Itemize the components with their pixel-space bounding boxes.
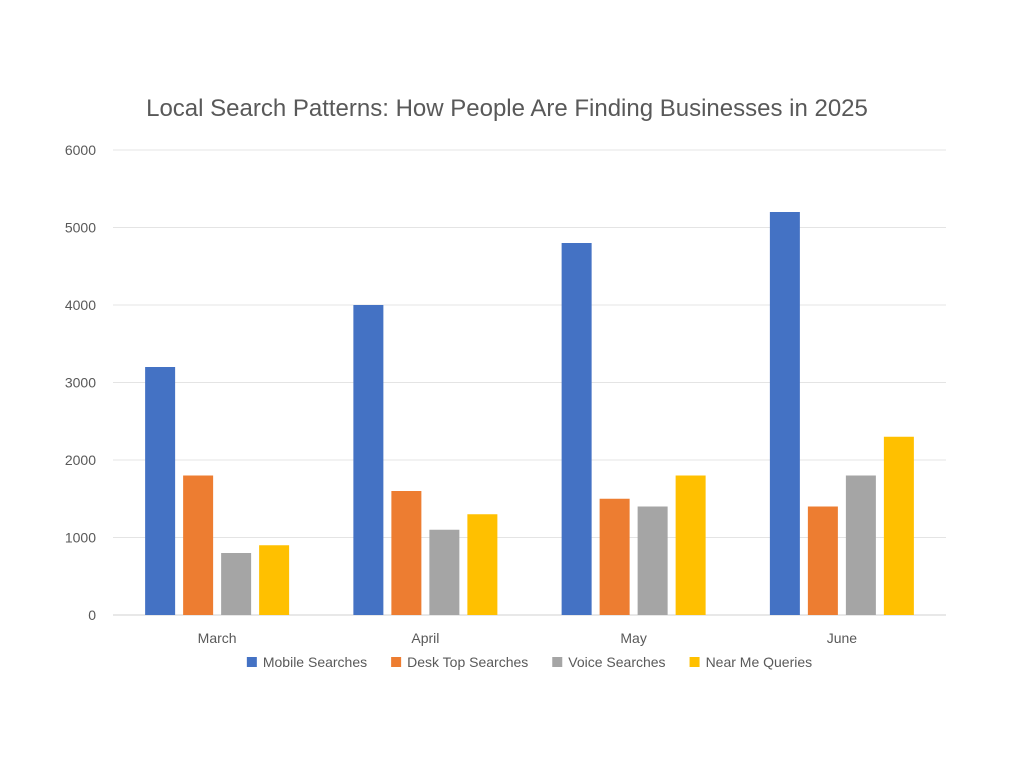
legend-label: Voice Searches [568,654,665,670]
bar-voice-searches-march [221,553,252,615]
legend-item: Voice Searches [552,654,666,670]
bar-mobile-searches-june [769,212,800,615]
y-tick-label: 6000 [65,142,96,158]
y-tick-label: 5000 [65,220,96,236]
x-tick-label: April [411,630,439,646]
legend-item: Near Me Queries [689,654,813,670]
legend-label: Mobile Searches [263,654,367,670]
legend-swatch [391,657,402,667]
x-tick-label: May [620,630,646,646]
legend-item: Desk Top Searches [391,654,528,670]
x-axis-ticks: March April May June [198,630,858,646]
legend-swatch [689,657,700,667]
bar-near-me-queries-june [883,436,914,615]
y-tick-label: 2000 [65,452,96,468]
y-tick-label: 1000 [65,530,96,546]
y-axis-ticks: 0 1000 2000 3000 4000 5000 6000 [65,142,96,623]
bars [145,212,914,615]
bar-mobile-searches-may [561,243,592,615]
legend-swatch [246,657,257,667]
y-tick-label: 4000 [65,297,96,313]
x-tick-label: June [827,630,858,646]
bar-desk-top-searches-may [599,498,630,615]
legend: Mobile Searches Desk Top Searches Voice Se… [246,654,813,670]
gridlines [113,149,946,616]
bar-mobile-searches-march [145,367,176,615]
y-tick-label: 3000 [65,375,96,391]
bar-mobile-searches-april [353,305,384,615]
bar-voice-searches-may [637,506,668,615]
legend-swatch [552,657,563,667]
bar-near-me-queries-march [259,545,290,615]
bar-near-me-queries-april [467,514,498,615]
bar-desk-top-searches-march [183,475,214,615]
bar-desk-top-searches-june [807,506,838,615]
y-tick-label: 0 [88,607,96,623]
x-tick-label: March [198,630,237,646]
chart-title: Local Search Patterns: How People Are Fi… [146,95,868,122]
legend-item: Mobile Searches [246,654,367,670]
bar-desk-top-searches-april [391,491,422,615]
legend-label: Near Me Queries [706,654,813,670]
bar-voice-searches-june [845,475,876,615]
bar-near-me-queries-may [675,475,706,615]
legend-label: Desk Top Searches [407,654,528,670]
bar-voice-searches-april [429,529,460,615]
